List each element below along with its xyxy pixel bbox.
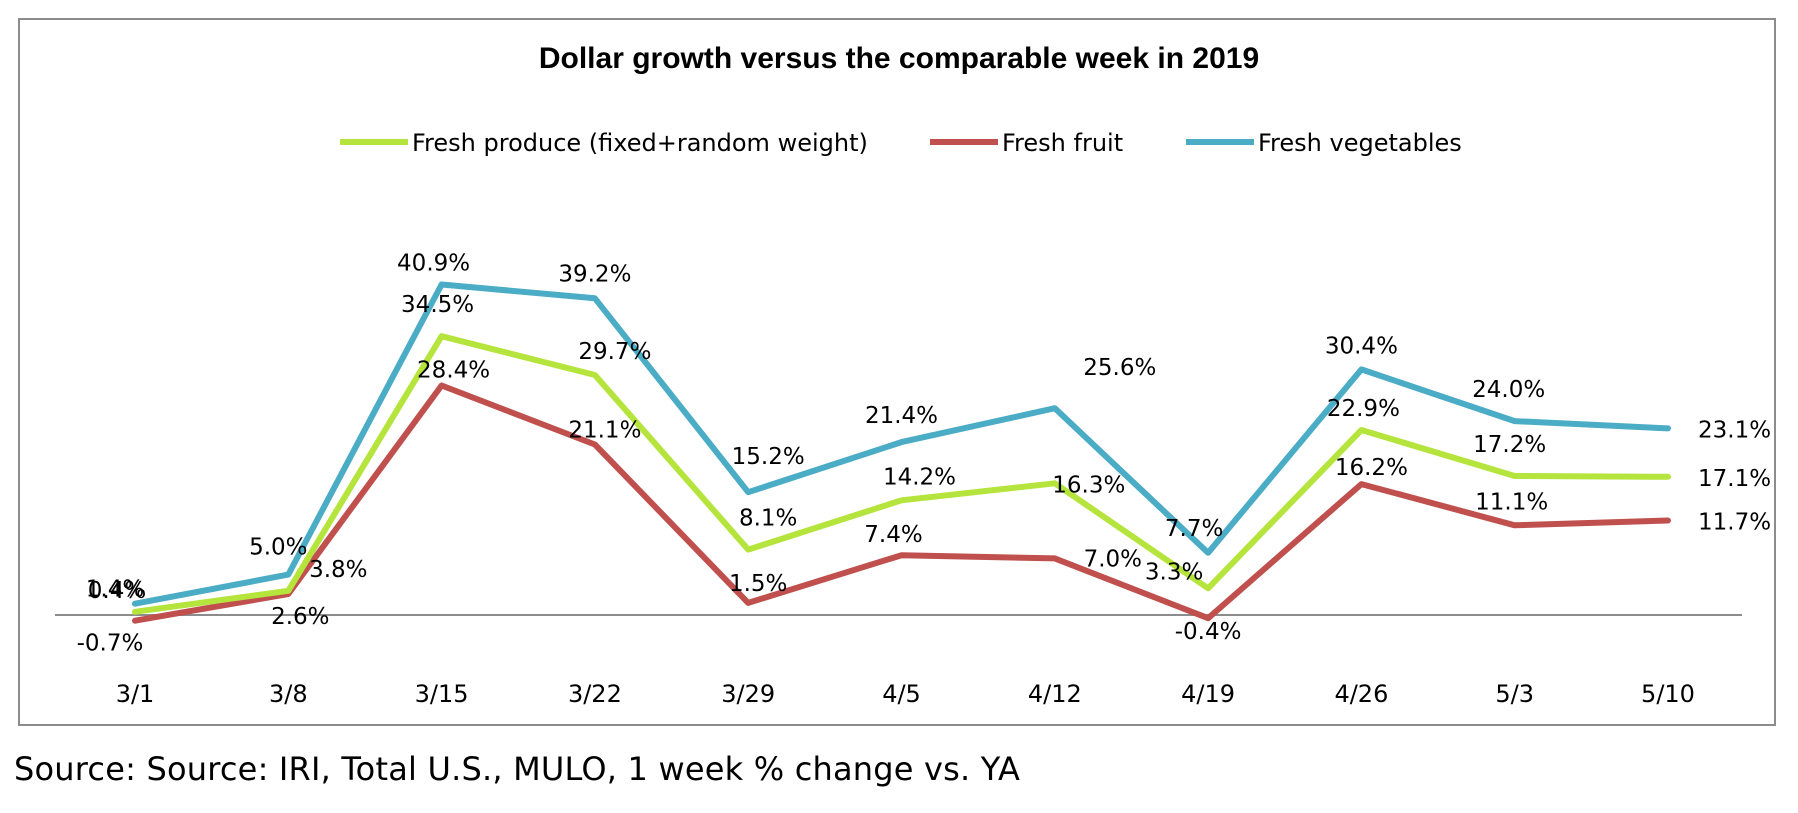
data-label: 15.2% bbox=[732, 444, 805, 470]
data-label: 16.2% bbox=[1335, 455, 1408, 481]
data-label: 11.7% bbox=[1698, 509, 1771, 535]
data-label: 25.6% bbox=[1083, 355, 1156, 381]
x-tick-label: 3/1 bbox=[116, 680, 155, 708]
line-chart: Dollar growth versus the comparable week… bbox=[55, 42, 1771, 708]
legend-item: Fresh fruit bbox=[930, 129, 1123, 157]
series-line bbox=[132, 333, 1671, 615]
data-label: 0.4% bbox=[88, 578, 146, 604]
x-tick-label: 3/29 bbox=[721, 680, 775, 708]
x-tick-label: 4/5 bbox=[882, 680, 921, 708]
series-line bbox=[132, 281, 1671, 607]
x-tick-label: 4/19 bbox=[1181, 680, 1235, 708]
data-label: 16.3% bbox=[1052, 472, 1125, 498]
x-tick-label: 3/15 bbox=[415, 680, 469, 708]
chart-frame bbox=[18, 18, 1776, 726]
data-label: 22.9% bbox=[1327, 396, 1400, 422]
legend-label: Fresh fruit bbox=[1002, 129, 1123, 157]
legend-item: Fresh produce (fixed+random weight) bbox=[340, 129, 868, 157]
legend-item: Fresh vegetables bbox=[1186, 129, 1462, 157]
legend: Fresh produce (fixed+random weight) Fresh… bbox=[340, 129, 1462, 157]
data-label: 7.0% bbox=[1084, 546, 1142, 572]
data-label: 11.1% bbox=[1475, 489, 1548, 515]
data-label: 3.8% bbox=[309, 557, 367, 583]
x-tick-label: 5/10 bbox=[1641, 680, 1695, 708]
data-label: 14.2% bbox=[883, 464, 956, 490]
data-label: 21.4% bbox=[865, 403, 938, 429]
data-label: 5.0% bbox=[249, 535, 307, 561]
data-label: 2.6% bbox=[271, 604, 329, 630]
source-note: Source: Source: IRI, Total U.S., MULO, 1… bbox=[14, 750, 1021, 788]
data-label: 24.0% bbox=[1472, 377, 1545, 403]
data-label: 1.4% bbox=[86, 577, 144, 603]
legend-label: Fresh vegetables bbox=[1258, 129, 1462, 157]
chart-title: Dollar growth versus the comparable week… bbox=[539, 42, 1259, 75]
x-tick-label: 5/3 bbox=[1495, 680, 1534, 708]
data-labels: 0.4% 3.8% 34.5% 29.7% 8.1% 14.2% 16.3% 3.3% 22.9… bbox=[77, 251, 1771, 657]
data-label: 30.4% bbox=[1325, 333, 1398, 359]
data-label: -0.4% bbox=[1175, 619, 1242, 645]
data-label: 8.1% bbox=[739, 506, 797, 532]
data-label: 17.1% bbox=[1698, 466, 1771, 492]
data-label: 17.2% bbox=[1473, 432, 1546, 458]
series-lines bbox=[132, 281, 1671, 624]
series-line bbox=[132, 382, 1671, 624]
data-label: 39.2% bbox=[558, 261, 631, 287]
data-label: 21.1% bbox=[568, 418, 641, 444]
legend-label: Fresh produce (fixed+random weight) bbox=[412, 129, 868, 157]
data-label: -0.7% bbox=[77, 631, 144, 657]
data-label: 40.9% bbox=[397, 251, 470, 277]
data-label: 3.3% bbox=[1145, 559, 1203, 585]
data-label: 34.5% bbox=[401, 292, 474, 318]
data-label: 29.7% bbox=[578, 339, 651, 365]
x-axis-ticks: 3/1 3/8 3/15 3/22 3/29 4/5 4/12 4/19 4/26 5/3 5/10 bbox=[116, 680, 1695, 708]
data-label: 23.1% bbox=[1698, 417, 1771, 443]
data-label: 7.4% bbox=[864, 522, 922, 548]
data-label: 7.7% bbox=[1165, 516, 1223, 542]
x-tick-label: 4/12 bbox=[1028, 680, 1082, 708]
x-tick-label: 4/26 bbox=[1334, 680, 1388, 708]
data-label: 28.4% bbox=[417, 358, 490, 384]
x-tick-label: 3/22 bbox=[568, 680, 622, 708]
data-label: 1.5% bbox=[729, 571, 787, 597]
x-tick-label: 3/8 bbox=[269, 680, 308, 708]
